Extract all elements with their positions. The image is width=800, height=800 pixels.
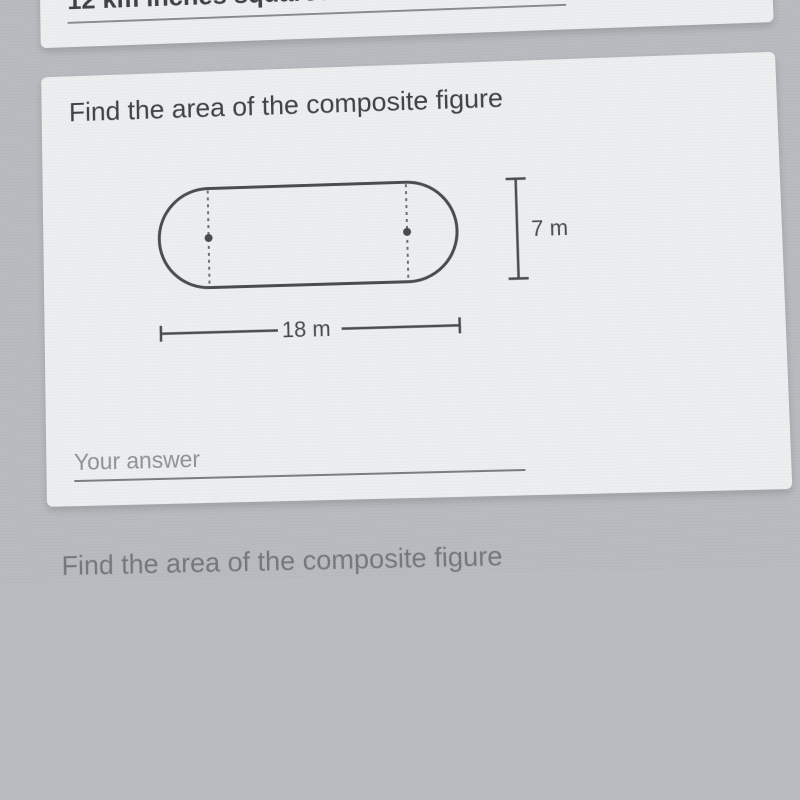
stadium-diagram: 7 m 18 m [99, 146, 623, 411]
previous-answer-input[interactable]: 12 km inches squared [67, 0, 566, 24]
composite-figure: 7 m 18 m [70, 135, 761, 421]
answer-input[interactable]: Your answer [74, 438, 526, 483]
height-label: 7 m [531, 215, 569, 241]
previous-question-card: 12 km inches squared [40, 0, 774, 48]
page-viewport: 12 km inches squared Find the area of th… [0, 0, 800, 584]
width-label: 18 m [282, 316, 331, 343]
right-center-dot [403, 228, 411, 236]
height-dimension: 7 m [506, 177, 570, 279]
next-question-text: Find the area of the composite figure [0, 519, 800, 584]
question-card: Find the area of the composite figure 7 … [41, 52, 792, 507]
question-text: Find the area of the composite figure [69, 75, 749, 129]
width-dimension: 18 m [161, 310, 460, 346]
stadium-outline [158, 181, 458, 289]
left-center-dot [205, 234, 213, 242]
answer-placeholder: Your answer [74, 446, 200, 475]
